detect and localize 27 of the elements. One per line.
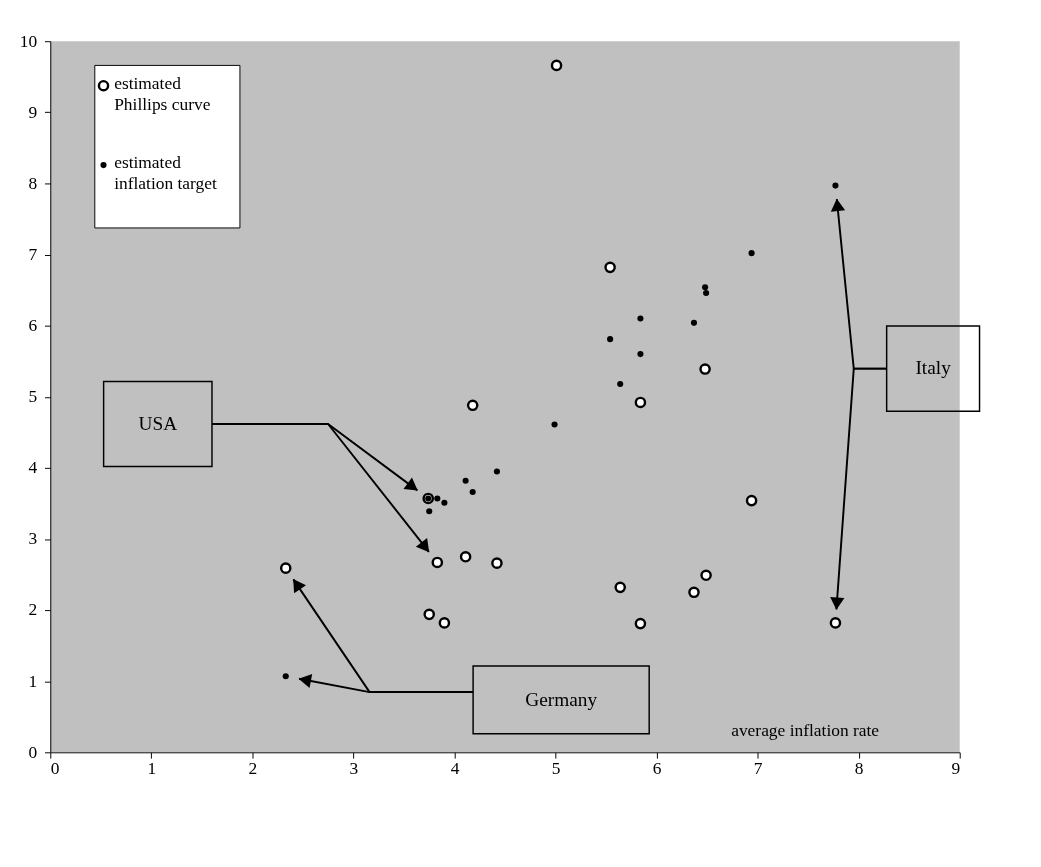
x-tick-label: 7 [753,758,763,779]
y-tick-label: 2 [28,599,38,620]
y-tick-label: 5 [28,386,38,407]
x-tick-label: 4 [450,758,460,779]
annotation: Germany [525,688,598,710]
x-tick-label: 5 [551,758,561,779]
y-tick-label: 9 [28,101,38,122]
annotation: Italy [915,357,952,379]
y-tick-label: 6 [28,314,38,335]
x-tick-label: 1 [147,758,157,779]
y-tick-label: 10 [19,30,38,51]
y-tick-label: 0 [28,741,38,762]
y-tick-label: 3 [28,528,38,549]
legend-label: estimated Phillips curve [114,72,211,114]
x-axis-title: average inflation rate [731,719,880,740]
x-tick-label: 6 [652,758,662,779]
y-tick-label: 1 [28,670,38,691]
annotation: USA [138,412,178,434]
x-tick-label: 3 [349,758,359,779]
y-tick-label: 7 [28,243,38,264]
x-tick-label: 0 [50,758,60,779]
legend-label: estimated inflation target [114,151,217,194]
y-tick-label: 8 [28,172,38,193]
x-tick-label: 2 [248,758,258,779]
x-tick-label: 8 [854,758,864,779]
y-tick-label: 4 [28,457,38,478]
x-tick-label: 9 [951,758,961,779]
